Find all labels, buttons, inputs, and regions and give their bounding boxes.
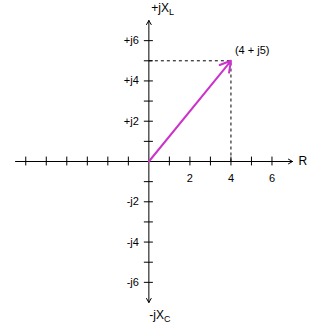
svg-text:R: R [299, 154, 308, 168]
svg-text:+j4: +j4 [124, 74, 139, 86]
svg-text:-j2: -j2 [127, 195, 139, 207]
svg-text:-j6: -j6 [127, 276, 139, 288]
svg-text:+jXL: +jXL [151, 1, 174, 17]
svg-text:2: 2 [187, 172, 193, 184]
svg-text:+j2: +j2 [124, 115, 139, 127]
svg-text:-j4: -j4 [127, 236, 139, 248]
svg-text:-jXC: -jXC [149, 308, 171, 324]
svg-text:(4 + j5): (4 + j5) [235, 44, 270, 56]
svg-text:+j6: +j6 [124, 34, 139, 46]
svg-text:6: 6 [269, 172, 275, 184]
svg-text:4: 4 [228, 172, 234, 184]
